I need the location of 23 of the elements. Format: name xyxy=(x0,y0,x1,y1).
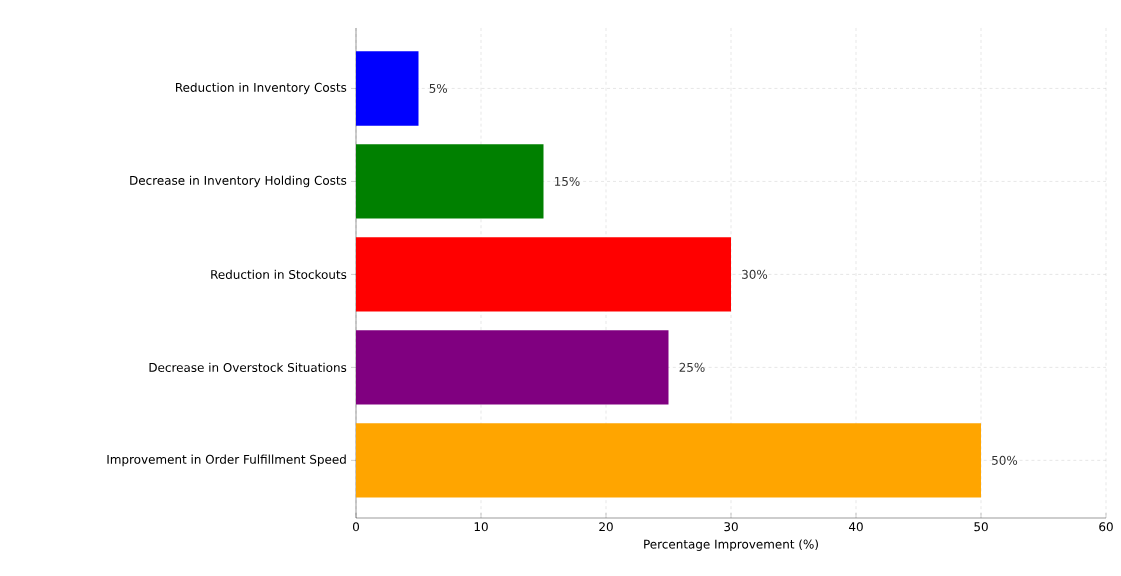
bar xyxy=(356,330,669,405)
x-tick-label: 30 xyxy=(724,522,738,532)
data-label: 15% xyxy=(555,176,580,186)
x-axis-title: Percentage Improvement (%) xyxy=(644,539,818,551)
bar xyxy=(356,237,731,312)
x-tick-label: 0 xyxy=(352,522,360,532)
x-tick-label: 60 xyxy=(1099,522,1113,532)
y-tick-label: Decrease in Overstock Situations xyxy=(149,362,347,372)
data-label: 30% xyxy=(742,269,768,279)
y-tick-label: Reduction in Stockouts xyxy=(211,269,347,280)
data-label: 5% xyxy=(429,83,447,93)
bar xyxy=(356,144,544,219)
x-tick-label: 50 xyxy=(974,522,988,532)
bar xyxy=(356,51,419,126)
x-tick-label: 20 xyxy=(599,522,613,532)
data-label: 50% xyxy=(992,455,1018,465)
y-tick-label: Decrease in Inventory Holding Costs xyxy=(130,175,347,188)
y-tick-label: Reduction in Inventory Costs xyxy=(176,82,347,95)
x-tick-label: 10 xyxy=(474,522,488,532)
x-tick-label: 40 xyxy=(848,522,863,532)
y-tick-label: Improvement in Order Fulfillment Speed xyxy=(107,454,346,467)
bar xyxy=(356,423,982,498)
data-label: 25% xyxy=(679,362,705,372)
